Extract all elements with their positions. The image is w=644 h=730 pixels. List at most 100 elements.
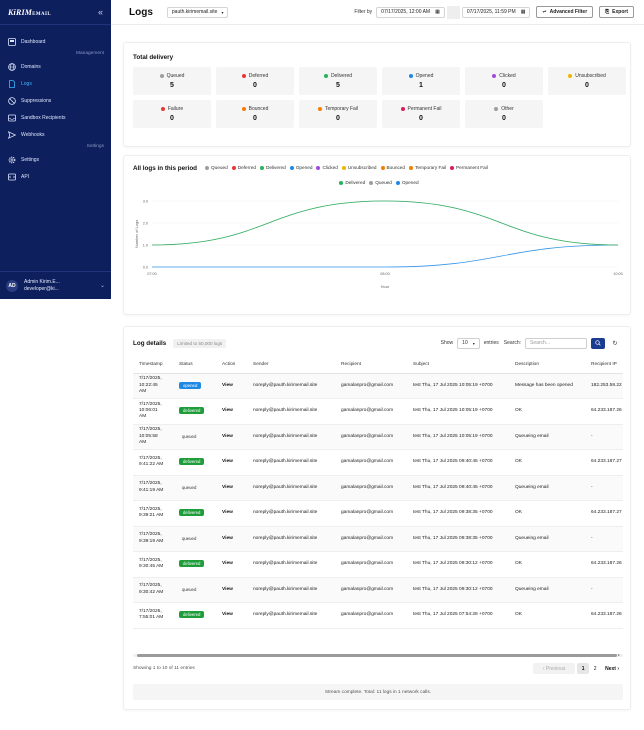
user-menu[interactable]: AD Admin Kirim.E... developer@ki... ⌄ [0, 271, 111, 299]
column-header[interactable]: Recipient [335, 357, 407, 374]
view-link[interactable]: View [222, 408, 233, 414]
chart-legend-item[interactable]: Queued [369, 180, 392, 185]
export-button[interactable]: ⎘ Export [599, 6, 634, 18]
column-header[interactable]: Description [509, 357, 585, 374]
scrollbar-thumb[interactable] [137, 654, 617, 657]
subject-cell: test Thu, 17 Jul 2025 09:40:45 +0700 [407, 475, 509, 501]
stat-count: 5 [336, 82, 340, 89]
action-cell: View [216, 551, 247, 578]
column-header[interactable]: Timestamp [133, 357, 173, 374]
chart-legend-item[interactable]: Delivered [339, 180, 365, 185]
api-icon [7, 172, 16, 181]
stat-tile: Clicked 0 [465, 67, 543, 95]
description-cell: Queueing email [509, 475, 585, 501]
sidebar-item-logs[interactable]: Logs [0, 75, 111, 92]
column-header[interactable]: Action [216, 357, 247, 374]
domain-select[interactable]: pauth.kirimemail.site ▾ [166, 6, 229, 18]
stat-tile: Temporary Fail 0 [299, 100, 377, 128]
legend-item[interactable]: Deferred [231, 165, 256, 170]
date-to-value: 07/17/2025, 11:59 PM [466, 9, 516, 15]
view-link[interactable]: View [222, 561, 233, 567]
view-link[interactable]: View [222, 586, 233, 592]
action-cell: View [216, 526, 247, 552]
recipient-cell: gamalanpro@gmail.com [335, 602, 407, 629]
view-link[interactable]: View [222, 612, 233, 618]
status-dot-icon [568, 74, 573, 78]
chevron-down-icon: ▾ [472, 340, 475, 346]
legend-item[interactable]: Delivered [259, 165, 286, 170]
column-header[interactable]: Status [173, 357, 216, 374]
chevron-down-icon[interactable]: ⌄ [99, 283, 105, 289]
legend-item[interactable]: Temporary Fail [409, 165, 446, 170]
legend-item[interactable]: Queued [205, 165, 228, 170]
stat-label-text: Permanent Fail [407, 106, 442, 112]
legend-item[interactable]: Permanent Fail [450, 165, 488, 170]
legend-item[interactable]: Bounced [380, 165, 405, 170]
logs-table: Timestamp Status Action Sender Recipient Subj… [133, 357, 623, 629]
previous-page-button[interactable]: ‹ Previous [533, 663, 576, 674]
page-1-button[interactable]: 1 [577, 663, 590, 674]
calendar-icon[interactable]: ▦ [435, 9, 440, 15]
stat-grid: Queued 5 Deferred 0 Delivered 5 Opened 1 Clicked… [133, 67, 626, 128]
horizontal-scrollbar[interactable] [133, 654, 623, 657]
sidebar-item-label: Sandbox Recipients [21, 114, 66, 121]
view-link[interactable]: View [222, 433, 233, 439]
sidebar-item-domains[interactable]: Domains [0, 58, 111, 75]
status-badge: delivered [179, 611, 205, 619]
entries-select[interactable]: 10 ▾ [457, 337, 480, 349]
date-from-input[interactable]: 07/17/2025, 12:00 AM ▦ [376, 6, 445, 18]
kirimemail-logo[interactable]: KiRIMEMAIL [8, 7, 52, 17]
view-link[interactable]: View [222, 459, 233, 465]
stat-label: Unsubscribed [568, 73, 606, 79]
view-link[interactable]: View [222, 382, 233, 388]
status-cell: queued [173, 577, 216, 603]
x-axis-label: Hour [381, 284, 390, 289]
column-header[interactable]: Subject [407, 357, 509, 374]
chart-legend-item[interactable]: Opened [395, 180, 419, 185]
description-cell: OK [509, 602, 585, 629]
description-cell: OK [509, 500, 585, 527]
view-link[interactable]: View [222, 484, 233, 490]
legend-label: Clicked [322, 165, 338, 171]
description-cell: Message has been opened [509, 373, 585, 399]
date-from-value: 07/17/2025, 12:00 AM [381, 9, 431, 15]
recipient-ip-cell: 64.233.187.26 [585, 398, 623, 425]
advanced-filter-button[interactable]: ⩫ Advanced Filter [536, 6, 594, 18]
column-header[interactable]: Recipient IP [585, 357, 623, 374]
search-input[interactable] [525, 337, 587, 349]
legend-item[interactable]: Unsubscribed [341, 165, 377, 170]
view-link[interactable]: View [222, 510, 233, 516]
stat-label-text: Other [501, 106, 514, 112]
scroll-right-icon[interactable]: ▸ [618, 652, 621, 657]
status-badge: delivered [179, 458, 205, 466]
collapse-sidebar-icon[interactable]: « [97, 7, 103, 17]
logs-table-container[interactable]: Timestamp Status Action Sender Recipient Subj… [133, 357, 623, 653]
search-button[interactable] [591, 337, 605, 349]
view-link[interactable]: View [222, 535, 233, 541]
date-to-input[interactable]: 07/17/2025, 11:59 PM ▦ [461, 6, 531, 18]
y-tick-label: 0.0 [143, 266, 148, 270]
timestamp-line: 9:30:42 AM [139, 589, 164, 595]
legend-item[interactable]: Opened [289, 165, 312, 170]
column-header[interactable]: Sender [247, 357, 335, 374]
description-cell: OK [509, 551, 585, 578]
timestamp-cell: 7/17/2025, 9:30:45 AM [133, 551, 173, 578]
advanced-filter-label: Advanced Filter [549, 9, 588, 15]
action-cell: View [216, 500, 247, 527]
sidebar-item-settings[interactable]: Settings [0, 151, 111, 168]
entries-label: entries [483, 340, 499, 346]
legend-item[interactable]: Clicked [316, 165, 338, 171]
next-page-button[interactable]: Next › [605, 665, 619, 672]
sidebar-item-sandbox-recipients[interactable]: Sandbox Recipients [0, 109, 111, 126]
filter-group: Filter by 07/17/2025, 12:00 AM ▦ 07/17/2… [354, 5, 634, 19]
sidebar-item-suppressions[interactable]: Suppressions [0, 92, 111, 109]
sidebar-item-dashboard[interactable]: Dashboard [0, 33, 111, 50]
sidebar-item-webhooks[interactable]: Webhooks [0, 126, 111, 143]
page-2-button[interactable]: 2 [593, 665, 597, 672]
stat-tile: Permanent Fail 0 [382, 100, 460, 128]
timestamp-line: 7/17/2025, [139, 506, 162, 512]
sidebar-item-api[interactable]: API [0, 168, 111, 185]
calendar-icon[interactable]: ▦ [520, 9, 526, 15]
refresh-button[interactable]: ↻ [609, 338, 621, 349]
legend-dot-icon [369, 180, 374, 185]
